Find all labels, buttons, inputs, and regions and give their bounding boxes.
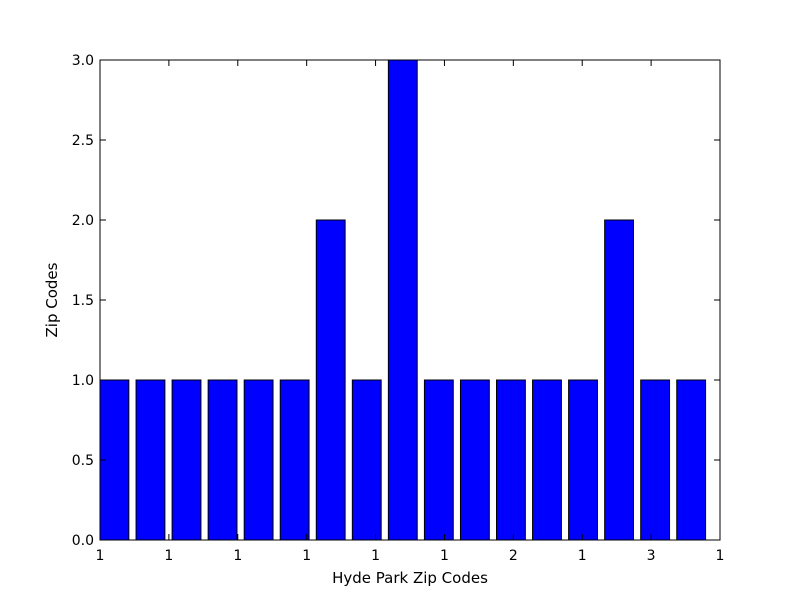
bar-2 xyxy=(135,379,166,541)
bar-12 xyxy=(496,379,526,541)
y-tick-label: 0.0 xyxy=(72,533,94,549)
bar-3 xyxy=(171,379,202,541)
bar-15 xyxy=(604,219,634,541)
x-tick-label: 2 xyxy=(509,548,518,564)
y-axis-ticks: 0.0 0.5 1.0 1.5 2.0 2.5 3.0 xyxy=(72,53,720,549)
bar-9 xyxy=(387,59,418,541)
bar-10 xyxy=(423,379,454,541)
x-tick-label: 3 xyxy=(647,548,656,564)
y-tick-label: 2.0 xyxy=(72,213,94,229)
x-axis-label: Hyde Park Zip Codes xyxy=(332,569,488,587)
bar-13 xyxy=(532,379,562,541)
bar-6 xyxy=(279,379,310,541)
x-tick-label: 1 xyxy=(302,548,311,564)
y-tick-label: 2.5 xyxy=(72,133,94,149)
y-tick-label: 1.0 xyxy=(72,373,94,389)
bar-17 xyxy=(676,379,707,541)
x-tick-label: 1 xyxy=(578,548,587,564)
x-axis-ticks: 1 1 1 1 1 1 2 1 3 1 xyxy=(96,60,725,564)
y-axis-label: Zip Codes xyxy=(43,262,61,337)
y-tick-label: 1.5 xyxy=(72,293,94,309)
y-tick-label: 0.5 xyxy=(72,453,94,469)
x-tick-label: 1 xyxy=(440,548,449,564)
bar-5 xyxy=(243,379,274,541)
bar-16 xyxy=(640,379,671,541)
bar-8 xyxy=(351,379,382,541)
bar-4 xyxy=(207,379,238,541)
y-tick-label: 3.0 xyxy=(72,53,94,69)
plot-frame xyxy=(99,59,721,541)
x-tick-label: 1 xyxy=(164,548,173,564)
x-tick-label: 1 xyxy=(96,548,105,564)
bar-14 xyxy=(568,379,598,541)
x-tick-label: 1 xyxy=(371,548,380,564)
bars-group xyxy=(99,59,707,541)
x-tick-label: 1 xyxy=(233,548,242,564)
x-tick-label: 1 xyxy=(716,548,725,564)
bar-7 xyxy=(315,219,346,541)
bar-11 xyxy=(459,379,490,541)
